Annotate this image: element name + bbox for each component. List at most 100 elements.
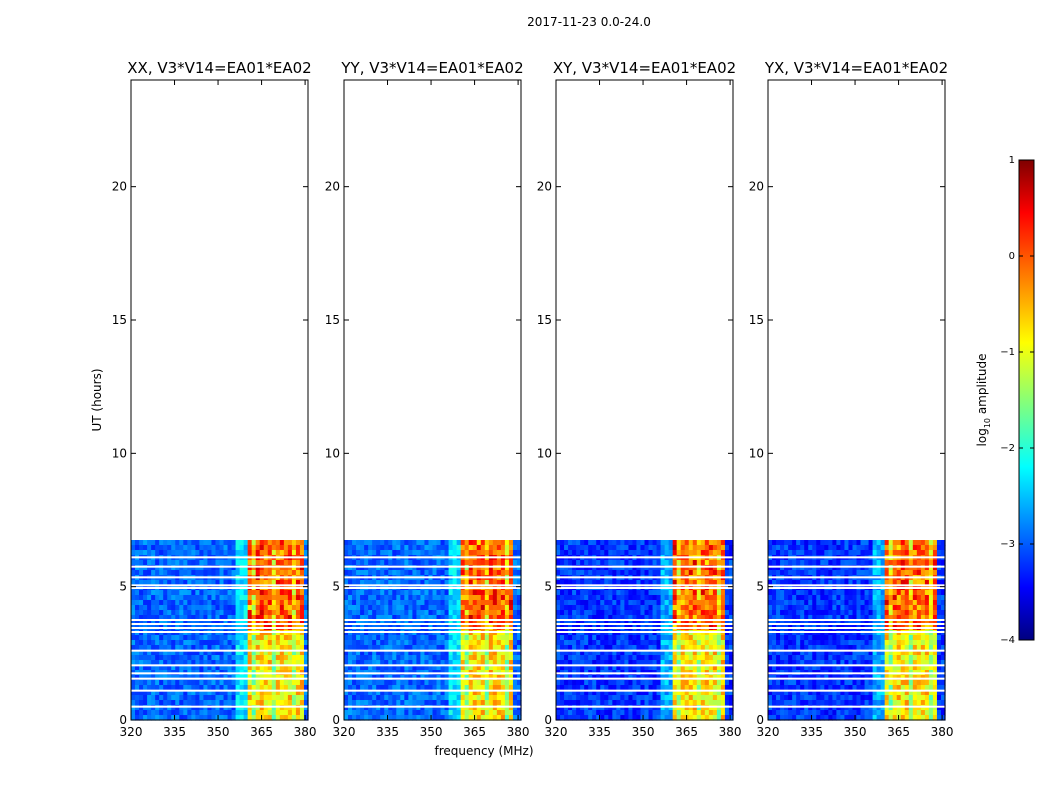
heatmap-cell xyxy=(632,545,638,551)
heatmap-cell xyxy=(452,685,458,691)
heatmap-cell xyxy=(207,685,213,691)
heatmap-cell xyxy=(235,655,241,661)
heatmap-cell xyxy=(231,635,237,641)
heatmap-cell xyxy=(432,700,438,706)
heatmap-cell xyxy=(488,650,494,656)
heatmap-cell xyxy=(211,715,217,721)
heatmap-cell xyxy=(396,560,401,566)
heatmap-cell xyxy=(616,545,621,551)
heatmap-cell xyxy=(576,640,581,646)
heatmap-cell xyxy=(584,605,589,611)
y-tick-label: 15 xyxy=(537,313,552,327)
flagged-ut-line xyxy=(556,631,733,633)
heatmap-cell xyxy=(376,550,381,556)
heatmap-cell xyxy=(788,550,793,556)
heatmap-cell xyxy=(636,700,642,706)
heatmap-cell xyxy=(344,710,349,716)
heatmap-cell xyxy=(223,550,229,556)
heatmap-cell xyxy=(456,685,462,691)
heatmap-cell xyxy=(580,595,585,601)
heatmap-cell xyxy=(460,580,466,586)
heatmap-cell xyxy=(676,695,682,701)
heatmap-cell xyxy=(275,665,281,671)
heatmap-cell xyxy=(235,700,241,706)
heatmap-cell xyxy=(704,690,710,696)
heatmap-cell xyxy=(420,570,426,576)
heatmap-cell xyxy=(440,705,446,711)
heatmap-cell xyxy=(716,645,722,651)
heatmap-cell xyxy=(291,705,297,711)
heatmap-cell xyxy=(364,655,369,661)
heatmap-cell xyxy=(163,650,168,656)
heatmap-cell xyxy=(660,645,666,651)
heatmap-cell xyxy=(500,650,506,656)
heatmap-cell xyxy=(476,545,482,551)
heatmap-cell xyxy=(864,545,870,551)
heatmap-cell xyxy=(380,690,385,696)
heatmap-cell xyxy=(644,635,650,641)
heatmap-cell xyxy=(516,645,522,651)
heatmap-cell xyxy=(263,660,269,666)
heatmap-cell xyxy=(303,605,309,611)
heatmap-cell xyxy=(480,685,486,691)
heatmap-cell xyxy=(500,710,506,716)
heatmap-cell xyxy=(692,605,698,611)
heatmap-cell xyxy=(191,695,196,701)
heatmap-cell xyxy=(472,590,478,596)
heatmap-cell xyxy=(267,635,273,641)
heatmap-cell xyxy=(604,570,609,576)
heatmap-cell xyxy=(251,680,257,686)
heatmap-cell xyxy=(516,615,522,621)
heatmap-cell xyxy=(299,640,305,646)
heatmap-cell xyxy=(159,650,164,656)
heatmap-cell xyxy=(600,550,605,556)
heatmap-cell xyxy=(199,565,205,571)
heatmap-cell xyxy=(676,660,682,666)
heatmap-cell xyxy=(640,580,646,586)
heatmap-cell xyxy=(516,655,522,661)
heatmap-cell xyxy=(247,620,253,626)
heatmap-cell xyxy=(384,665,389,671)
heatmap-cell xyxy=(380,595,385,601)
heatmap-cell xyxy=(235,635,241,641)
heatmap-cell xyxy=(380,570,385,576)
heatmap-cell xyxy=(259,655,265,661)
heatmap-cell xyxy=(368,550,373,556)
heatmap-cell xyxy=(263,635,269,641)
heatmap-cell xyxy=(508,560,514,566)
heatmap-cell xyxy=(644,690,650,696)
heatmap-cell xyxy=(516,595,522,601)
heatmap-cell xyxy=(492,545,498,551)
heatmap-cell xyxy=(179,705,184,711)
heatmap-cell xyxy=(239,610,245,616)
heatmap-cell xyxy=(139,655,144,661)
heatmap-cell xyxy=(660,700,666,706)
heatmap-cell xyxy=(560,715,565,721)
heatmap-cell xyxy=(604,590,609,596)
heatmap-cell xyxy=(668,690,674,696)
heatmap-cell xyxy=(388,635,393,641)
heatmap-cell xyxy=(724,635,730,641)
heatmap-cell xyxy=(700,645,706,651)
heatmap-cell xyxy=(660,615,666,621)
heatmap-cell xyxy=(568,655,573,661)
heatmap-cell xyxy=(295,610,301,616)
heatmap-cell xyxy=(500,605,506,611)
heatmap-cell xyxy=(243,635,249,641)
heatmap-cell xyxy=(283,665,289,671)
heatmap-cell xyxy=(368,700,373,706)
heatmap-cell xyxy=(364,650,369,656)
heatmap-cell xyxy=(203,595,209,601)
heatmap-cell xyxy=(231,565,237,571)
heatmap-cell xyxy=(372,705,377,711)
heatmap-cell xyxy=(187,640,192,646)
heatmap-cell xyxy=(472,665,478,671)
heatmap-cell xyxy=(171,705,176,711)
heatmap-cell xyxy=(512,635,518,641)
heatmap-cell xyxy=(195,605,200,611)
heatmap-cell xyxy=(692,565,698,571)
heatmap-cell xyxy=(692,570,698,576)
heatmap-cell xyxy=(900,545,906,551)
heatmap-cell xyxy=(259,660,265,666)
